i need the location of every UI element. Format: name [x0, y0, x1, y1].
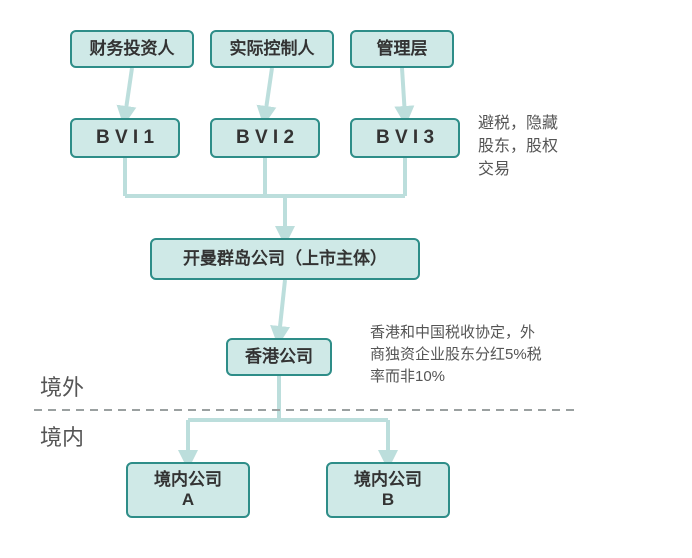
node-hk: 香港公司: [226, 338, 332, 376]
node-label: 财务投资人: [90, 39, 175, 59]
node-bvi2: B V I 2: [210, 118, 320, 158]
region-label-outside: 境外: [40, 370, 84, 402]
annotation-bvi_note: 避税，隐藏 股东，股权 交易: [478, 112, 558, 182]
node-domB: 境内公司 B: [326, 462, 450, 518]
node-label: B V I 3: [376, 127, 434, 150]
node-label: B V I 2: [236, 127, 294, 150]
node-label: 境内公司 A: [154, 470, 222, 511]
node-label: B V I 1: [96, 127, 154, 150]
node-bvi3: B V I 3: [350, 118, 460, 158]
annotation-hk_note: 香港和中国税收协定，外 商独资企业股东分红5%税 率而非10%: [370, 322, 542, 387]
node-label: 开曼群岛公司（上市主体）: [183, 249, 387, 269]
node-mgmt: 管理层: [350, 30, 454, 68]
node-label: 实际控制人: [230, 39, 315, 59]
node-ctrl: 实际控制人: [210, 30, 334, 68]
node-label: 境内公司 B: [354, 470, 422, 511]
node-bvi1: B V I 1: [70, 118, 180, 158]
node-label: 管理层: [377, 39, 428, 59]
node-cayman: 开曼群岛公司（上市主体）: [150, 238, 420, 280]
node-inv: 财务投资人: [70, 30, 194, 68]
node-label: 香港公司: [245, 347, 313, 367]
node-domA: 境内公司 A: [126, 462, 250, 518]
region-label-inside: 境内: [40, 420, 84, 452]
